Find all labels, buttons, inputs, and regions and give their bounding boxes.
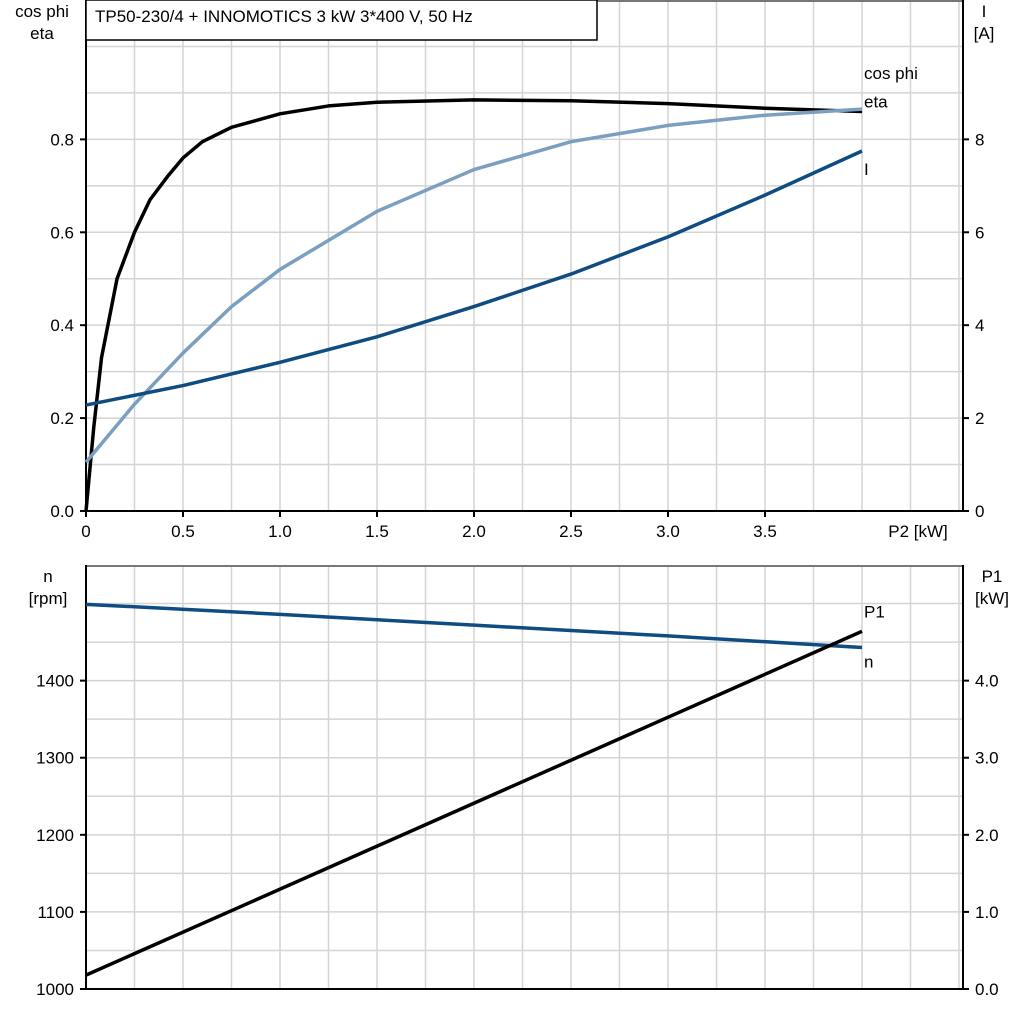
y-right-tick-label: 4.0 [975,672,999,691]
y-right-tick-label: 0.0 [975,980,999,999]
y-left-tick-label: 0.2 [50,409,74,428]
series-line-I [85,149,863,407]
x-tick-label: 0.5 [171,522,195,541]
x-tick-label: 1.0 [268,522,292,541]
chart-title: TP50-230/4 + INNOMOTICS 3 kW 3*400 V, 50… [95,7,473,26]
y-left-tick-label: 1100 [37,903,74,922]
y-left-tick-label: 1200 [36,826,74,845]
y-right-tick-label: 2 [975,409,984,428]
y-right-tick-label: 6 [975,223,984,242]
y-left-axis-label: [rpm] [29,589,68,608]
y-left-tick-label: 0.4 [50,316,74,335]
y-left-tick-label: 1000 [36,980,74,999]
y-right-axis-label: I [982,2,987,21]
y-right-tick-label: 8 [975,130,984,149]
series-label-P1: P1 [864,602,885,621]
series-line-n [85,602,863,650]
series-line-cos-phi [84,107,863,464]
x-tick-label: 3.5 [753,522,777,541]
x-axis-label: P2 [kW] [888,522,948,541]
series-label-n: n [864,652,873,671]
y-left-axis-label: n [43,567,52,586]
y-left-tick-label: 0.8 [50,130,74,149]
y-left-axis-label: cos phi [15,2,69,21]
series-line-eta [84,98,863,512]
x-tick-label: 1.5 [365,522,389,541]
y-left-tick-label: 0.0 [50,502,74,521]
y-left-axis-label: eta [30,24,54,43]
y-right-tick-label: 3.0 [975,749,999,768]
y-right-axis-label: [A] [974,24,995,43]
series-label-cos-phi: cos phi [864,64,918,83]
y-right-axis-label: [kW] [975,589,1009,608]
series-label-I: I [864,160,869,179]
y-left-tick-label: 0.6 [50,223,74,242]
series-label-eta: eta [864,92,888,111]
x-tick-label: 3.0 [656,522,680,541]
title-box [85,0,598,41]
y-right-tick-label: 2.0 [975,826,999,845]
y-left-tick-label: 1300 [36,749,74,768]
x-tick-label: 0 [81,522,90,541]
y-left-tick-label: 1400 [36,672,74,691]
y-right-tick-label: 0 [975,502,984,521]
series-line-P1 [85,629,863,977]
y-right-tick-label: 1.0 [975,903,999,922]
y-right-tick-label: 4 [975,316,984,335]
x-tick-label: 2.0 [462,522,486,541]
x-tick-label: 2.5 [559,522,583,541]
y-right-axis-label: P1 [982,567,1003,586]
